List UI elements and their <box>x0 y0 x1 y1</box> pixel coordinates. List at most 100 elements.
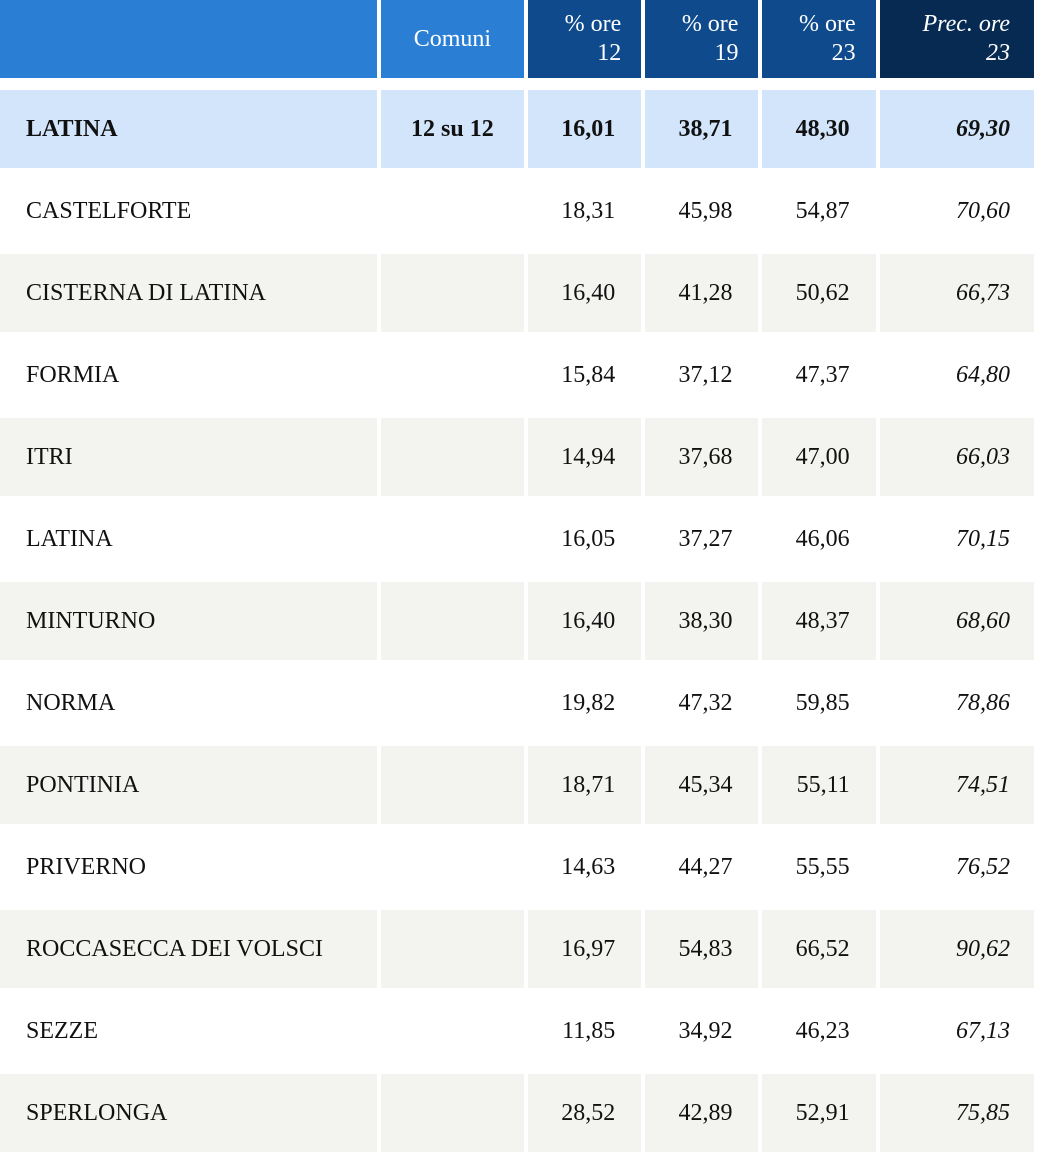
previous-23: 76,52 <box>879 828 1034 910</box>
comune-sections <box>380 992 525 1074</box>
percent-12: 15,84 <box>528 336 642 418</box>
header-percent-12-hour: 12 <box>597 40 622 66</box>
percent-12: 28,52 <box>528 1074 642 1156</box>
percent-23: 59,85 <box>762 664 876 746</box>
header-percent-23-label: % ore <box>799 11 856 37</box>
table-row: PONTINIA 18,71 45,34 55,11 74,51 <box>0 746 1034 828</box>
percent-12: 16,05 <box>528 500 642 582</box>
previous-23: 90,62 <box>879 910 1034 992</box>
percent-12: 18,71 <box>528 746 642 828</box>
header-previous-23[interactable]: Prec. ore 23 <box>879 0 1034 78</box>
percent-19: 37,12 <box>645 336 759 418</box>
table-row: ITRI 14,94 37,68 47,00 66,03 <box>0 418 1034 500</box>
header-previous-23-hour: 23 <box>986 40 1010 66</box>
percent-19: 38,30 <box>645 582 759 664</box>
header-previous-23-label: Prec. ore <box>922 11 1010 37</box>
total-comuni: 12 su 12 <box>380 90 525 172</box>
percent-19: 42,89 <box>645 1074 759 1156</box>
comune-name: CASTELFORTE <box>0 172 377 254</box>
comune-name: CISTERNA DI LATINA <box>0 254 377 336</box>
table-row: SPERLONGA 28,52 42,89 52,91 75,85 <box>0 1074 1034 1156</box>
table-row: LATINA 16,05 37,27 46,06 70,15 <box>0 500 1034 582</box>
percent-12: 14,63 <box>528 828 642 910</box>
percent-23: 47,00 <box>762 418 876 500</box>
percent-19: 54,83 <box>645 910 759 992</box>
total-percent-19: 38,71 <box>645 90 759 172</box>
header-percent-19[interactable]: % ore 19 <box>645 0 759 78</box>
comune-sections <box>380 664 525 746</box>
previous-23: 67,13 <box>879 992 1034 1074</box>
percent-23: 54,87 <box>762 172 876 254</box>
total-percent-23: 48,30 <box>762 90 876 172</box>
comune-name: MINTURNO <box>0 582 377 664</box>
comune-sections <box>380 172 525 254</box>
spacer-cell <box>0 78 1034 90</box>
percent-19: 45,34 <box>645 746 759 828</box>
previous-23: 68,60 <box>879 582 1034 664</box>
table-row: MINTURNO 16,40 38,30 48,37 68,60 <box>0 582 1034 664</box>
percent-19: 47,32 <box>645 664 759 746</box>
previous-23: 70,15 <box>879 500 1034 582</box>
header-spacer <box>0 78 1034 90</box>
header-percent-19-label: % ore <box>681 11 739 37</box>
comune-name: SEZZE <box>0 992 377 1074</box>
percent-12: 11,85 <box>528 992 642 1074</box>
total-previous-23: 69,30 <box>879 90 1034 172</box>
percent-12: 16,97 <box>528 910 642 992</box>
header-percent-12[interactable]: % ore 12 <box>528 0 642 78</box>
comune-name: SPERLONGA <box>0 1074 377 1156</box>
percent-19: 41,28 <box>645 254 759 336</box>
percent-19: 37,68 <box>645 418 759 500</box>
table-row: CISTERNA DI LATINA 16,40 41,28 50,62 66,73 <box>0 254 1034 336</box>
percent-19: 37,27 <box>645 500 759 582</box>
table-row: NORMA 19,82 47,32 59,85 78,86 <box>0 664 1034 746</box>
previous-23: 66,73 <box>879 254 1034 336</box>
comune-name: FORMIA <box>0 336 377 418</box>
percent-12: 16,40 <box>528 582 642 664</box>
previous-23: 74,51 <box>879 746 1034 828</box>
table-row: ROCCASECCA DEI VOLSCI 16,97 54,83 66,52 90,6… <box>0 910 1034 992</box>
comune-name: PRIVERNO <box>0 828 377 910</box>
percent-19: 45,98 <box>645 172 759 254</box>
percent-23: 46,06 <box>762 500 876 582</box>
percent-12: 14,94 <box>528 418 642 500</box>
total-name: LATINA <box>0 90 377 172</box>
percent-19: 34,92 <box>645 992 759 1074</box>
previous-23: 70,60 <box>879 172 1034 254</box>
percent-23: 52,91 <box>762 1074 876 1156</box>
header-comuni-label: Comuni <box>413 25 492 52</box>
table-row: CASTELFORTE 18,31 45,98 54,87 70,60 <box>0 172 1034 254</box>
table-header-row: Comuni % ore 12 % ore 19 % ore 23 Prec. ore… <box>0 0 1034 78</box>
header-percent-19-hour: 19 <box>714 40 739 66</box>
header-blank <box>0 0 377 78</box>
comune-name: PONTINIA <box>0 746 377 828</box>
comune-name: LATINA <box>0 500 377 582</box>
comune-sections <box>380 254 525 336</box>
previous-23: 64,80 <box>879 336 1034 418</box>
comune-sections <box>380 746 525 828</box>
percent-23: 55,11 <box>762 746 876 828</box>
total-percent-12: 16,01 <box>528 90 642 172</box>
total-row: LATINA 12 su 12 16,01 38,71 48,30 69,30 <box>0 90 1034 172</box>
comune-sections <box>380 336 525 418</box>
table-row: SEZZE 11,85 34,92 46,23 67,13 <box>0 992 1034 1074</box>
header-percent-23[interactable]: % ore 23 <box>762 0 876 78</box>
percent-23: 46,23 <box>762 992 876 1074</box>
percent-19: 44,27 <box>645 828 759 910</box>
percent-23: 55,55 <box>762 828 876 910</box>
header-comuni[interactable]: Comuni <box>380 0 525 78</box>
percent-23: 50,62 <box>762 254 876 336</box>
comune-sections <box>380 910 525 992</box>
comune-name: ITRI <box>0 418 377 500</box>
comune-sections <box>380 828 525 910</box>
previous-23: 66,03 <box>879 418 1034 500</box>
comune-sections <box>380 500 525 582</box>
percent-23: 47,37 <box>762 336 876 418</box>
previous-23: 78,86 <box>879 664 1034 746</box>
percent-12: 16,40 <box>528 254 642 336</box>
comune-name: ROCCASECCA DEI VOLSCI <box>0 910 377 992</box>
header-percent-23-hour: 23 <box>831 40 856 66</box>
comune-sections <box>380 582 525 664</box>
table-row: PRIVERNO 14,63 44,27 55,55 76,52 <box>0 828 1034 910</box>
